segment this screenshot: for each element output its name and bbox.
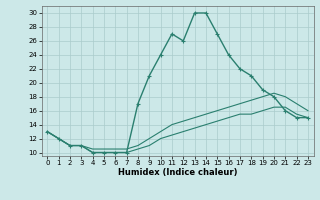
X-axis label: Humidex (Indice chaleur): Humidex (Indice chaleur) [118,168,237,177]
